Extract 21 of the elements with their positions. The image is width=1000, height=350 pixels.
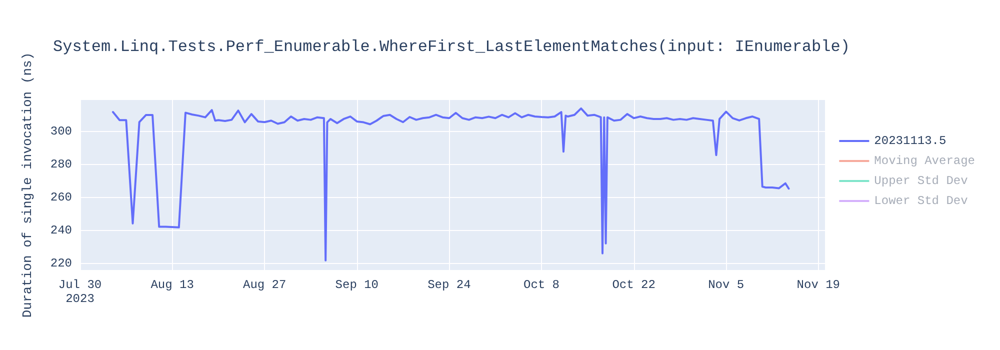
chart-title: System.Linq.Tests.Perf_Enumerable.WhereFirst_LastElementMatches(input: IEnumerable) — [53, 38, 850, 56]
y-tick-label: 220 — [50, 256, 72, 270]
y-tick-label: 300 — [50, 124, 72, 138]
line-series — [112, 107, 790, 262]
x-tick-label: Sep 24 — [428, 278, 471, 292]
y-axis-title: Duration of single invocation (ns) — [20, 52, 35, 318]
y-tick-label: 260 — [50, 190, 72, 204]
x-tick-label: Aug 27 — [242, 278, 286, 292]
x-tick-label: Sep 10 — [335, 278, 379, 292]
legend-label: Moving Average — [874, 154, 976, 168]
y-tick-label: 240 — [50, 223, 72, 238]
x-tick-label: Nov 19 — [796, 278, 840, 292]
y-tick-label: 280 — [50, 157, 72, 172]
legend-label: Lower Std Dev — [874, 194, 968, 208]
x-tick-label: Oct 8 — [523, 278, 560, 292]
x-tick-label: Nov 5 — [708, 278, 744, 292]
legend-label: 20231113.5 — [874, 134, 946, 148]
x-tick-label: Jul 30 2023 — [58, 278, 102, 306]
x-tick-label: Oct 22 — [612, 278, 656, 292]
x-tick-label: Aug 13 — [150, 278, 194, 292]
legend-label: Upper Std Dev — [874, 174, 968, 188]
